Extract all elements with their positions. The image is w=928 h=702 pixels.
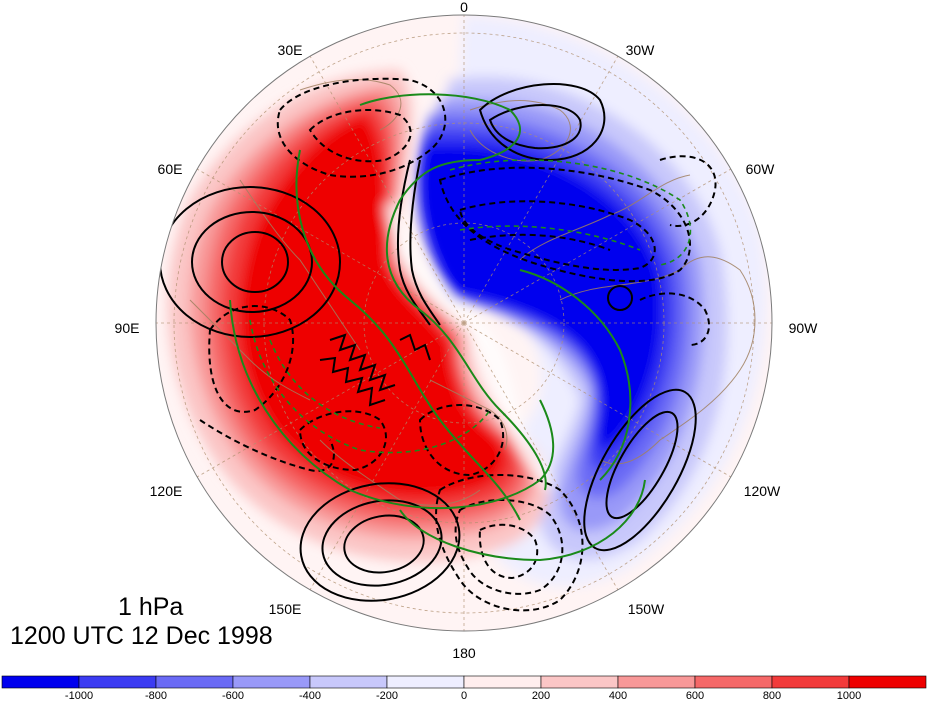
black-dashed-contours (199, 77, 717, 612)
map-disk (156, 15, 772, 631)
colorbar-swatch (309, 675, 388, 689)
colorbar-swatch (617, 675, 696, 689)
colorbar-swatch (463, 675, 542, 689)
lon-label-60e: 60E (158, 161, 183, 177)
colorbar-tick-label: -600 (222, 690, 244, 702)
lon-label-180: 180 (452, 645, 476, 661)
colorbar-swatch (771, 675, 850, 689)
colorbar-swatch (78, 675, 157, 689)
zero-band (385, 200, 555, 492)
map-boundary (155, 14, 773, 632)
colorbar-tick-label: -1000 (65, 690, 93, 702)
lon-label-120w: 120W (744, 483, 781, 499)
colorbar-swatch (540, 675, 619, 689)
green-dashed-contours (249, 159, 692, 454)
green-contours (229, 93, 646, 562)
colorbar-swatch (386, 675, 465, 689)
pressure-level-label: 1 hPa (118, 593, 184, 621)
lon-label-30w: 30W (626, 42, 656, 58)
lon-label-120e: 120E (150, 483, 183, 499)
colorbar-swatch (155, 675, 234, 689)
colorbar-tick-label: 400 (609, 690, 627, 702)
colorbar: -1000 -800 -600 -400 -200 0 200 400 600 800 1000 (1, 675, 927, 702)
valid-time-label: 1200 UTC 12 Dec 1998 (10, 622, 273, 650)
colorbar-tick-label: 0 (461, 690, 467, 702)
lon-label-60w: 60W (746, 161, 776, 177)
red-shade-core (239, 115, 505, 497)
colorbar-swatch (848, 675, 927, 689)
lon-label-30e: 30E (278, 42, 303, 58)
colorbar-swatch (232, 675, 311, 689)
colorbar-tick-label: 600 (686, 690, 704, 702)
blue-shade-core (419, 143, 663, 448)
colorbar-tick-label: 200 (532, 690, 550, 702)
longitude-labels: 0 30W 60W 90W 120W 150W 180 150E 120E 90… (115, 0, 819, 661)
colorbar-tick-label: -200 (376, 690, 398, 702)
colorbar-tick-label: 800 (763, 690, 781, 702)
colorbar-swatch (1, 675, 80, 689)
colorbar-swatch (694, 675, 773, 689)
colorbar-tick-label: 1000 (837, 690, 861, 702)
lon-label-150w: 150W (628, 601, 665, 617)
lon-label-90e: 90E (115, 320, 140, 336)
colorbar-tick-label: -800 (145, 690, 167, 702)
lon-label-0: 0 (460, 0, 468, 15)
lon-label-90w: 90W (789, 320, 819, 336)
lon-label-150e: 150E (269, 601, 302, 617)
colorbar-tick-label: -400 (299, 690, 321, 702)
